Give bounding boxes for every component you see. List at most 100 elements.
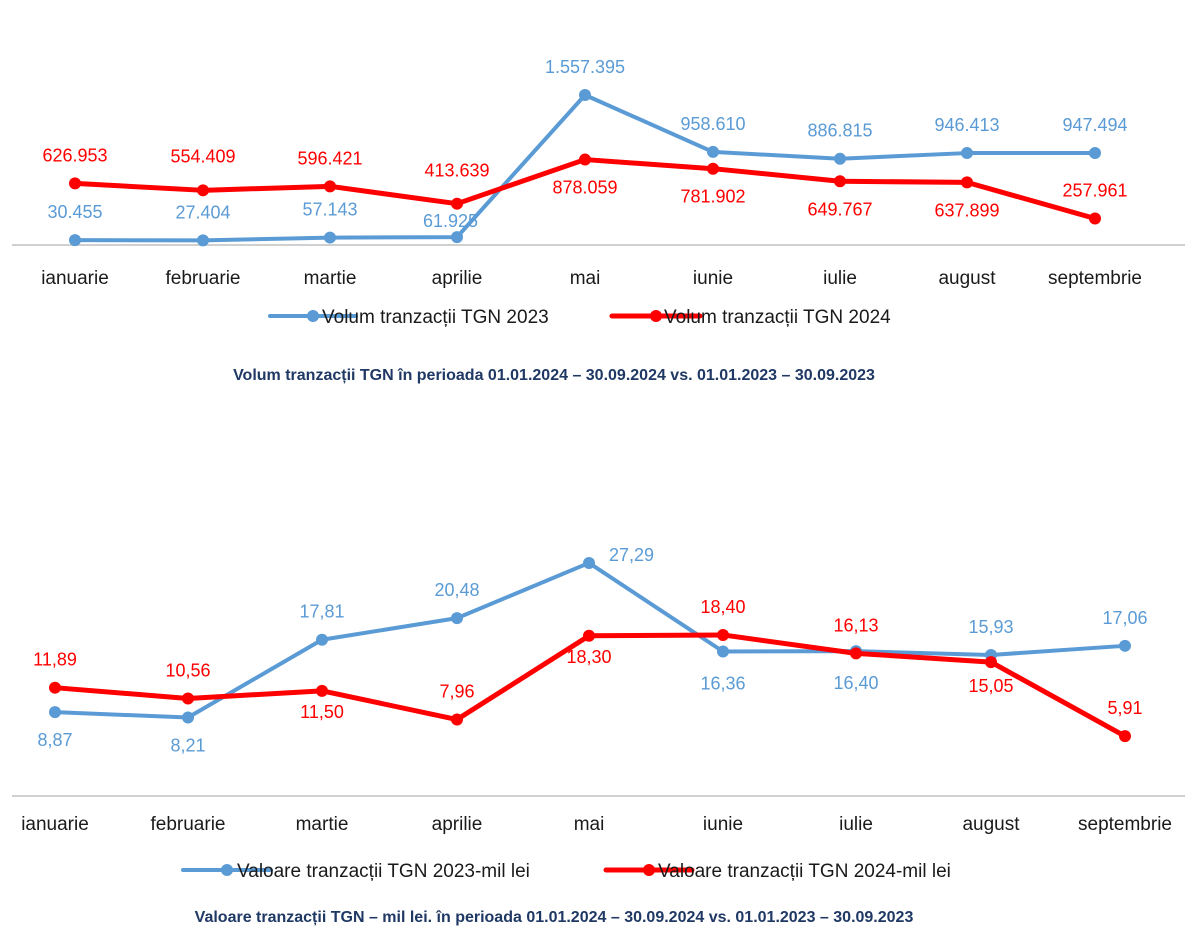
data-point xyxy=(583,629,595,642)
data-point xyxy=(961,176,973,189)
data-point xyxy=(834,152,846,165)
data-point xyxy=(1119,730,1131,743)
data-point xyxy=(197,234,209,247)
data-label: 30.455 xyxy=(47,202,102,222)
data-point xyxy=(1089,146,1101,159)
data-label: 16,13 xyxy=(833,615,878,635)
x-tick-label: martie xyxy=(296,814,349,835)
data-point xyxy=(1089,212,1101,225)
x-tick-label: august xyxy=(962,814,1020,835)
legend-swatch-marker xyxy=(650,310,662,322)
x-tick-label: septembrie xyxy=(1078,814,1172,835)
chart-caption: Valoare tranzacții TGN – mil lei. în per… xyxy=(195,909,914,926)
data-label: 947.494 xyxy=(1062,115,1127,135)
legend-swatch-marker xyxy=(221,864,233,876)
data-label: 1.557.395 xyxy=(545,57,625,77)
data-label: 946.413 xyxy=(934,115,999,135)
data-point xyxy=(579,89,591,101)
data-label: 27,29 xyxy=(609,545,654,565)
data-label: 10,56 xyxy=(165,660,210,680)
x-tick-label: mai xyxy=(574,814,605,835)
data-point xyxy=(834,175,846,188)
data-label: 27.404 xyxy=(175,202,230,222)
chart-2: ianuarie februarie martie aprilie mai iunie iu… xyxy=(12,545,1185,926)
chart-1: ianuarie februarie martie aprilie mai iunie iu… xyxy=(12,57,1185,384)
x-tick-label: ianuarie xyxy=(41,268,109,289)
data-point xyxy=(451,197,463,210)
data-point xyxy=(583,556,595,569)
data-point xyxy=(579,153,591,166)
x-tick-label: februarie xyxy=(166,268,241,289)
data-label: 554.409 xyxy=(170,146,235,166)
data-label: 15,93 xyxy=(968,617,1013,637)
legend-swatch-marker xyxy=(307,310,319,322)
data-label: 11,89 xyxy=(33,650,77,670)
x-tick-label: mai xyxy=(570,268,601,289)
data-point xyxy=(197,184,209,197)
data-label: 11,50 xyxy=(300,702,344,722)
legend-label: Valoare tranzacții TGN 2024-mil lei xyxy=(658,861,951,882)
data-point xyxy=(49,681,61,694)
data-point xyxy=(961,147,973,160)
x-tick-label: septembrie xyxy=(1048,268,1142,289)
data-label: 20,48 xyxy=(434,580,479,600)
data-point xyxy=(717,645,729,658)
data-point xyxy=(451,612,463,625)
x-tick-label: august xyxy=(938,268,996,289)
data-label: 18,40 xyxy=(700,597,745,617)
data-point xyxy=(69,177,81,190)
data-label: 16,40 xyxy=(833,673,878,693)
x-tick-label: aprilie xyxy=(432,268,483,289)
data-label: 781.902 xyxy=(680,187,745,207)
data-point xyxy=(707,145,719,158)
data-label: 17,81 xyxy=(299,602,344,622)
data-label: 61.925 xyxy=(423,211,478,231)
data-label: 17,06 xyxy=(1102,608,1147,628)
legend-label: Valoare tranzacții TGN 2023-mil lei xyxy=(237,861,530,882)
data-point xyxy=(707,162,719,175)
legend: Volum tranzacții TGN 2023 Volum tranzacți… xyxy=(268,307,891,328)
x-tick-label: aprilie xyxy=(432,814,483,835)
data-label: 18,30 xyxy=(566,647,611,667)
data-point xyxy=(316,633,328,646)
data-point xyxy=(324,180,336,193)
data-label: 596.421 xyxy=(297,148,362,168)
data-point xyxy=(182,711,194,724)
data-point xyxy=(324,231,336,244)
data-point xyxy=(451,231,463,244)
data-label: 7,96 xyxy=(439,682,474,702)
data-label: 878.059 xyxy=(552,178,617,198)
legend-label: Volum tranzacții TGN 2024 xyxy=(664,307,891,328)
x-tick-label: iunie xyxy=(693,268,733,289)
data-label: 15,05 xyxy=(968,676,1013,696)
data-point xyxy=(69,234,81,247)
x-tick-label: ianuarie xyxy=(21,814,89,835)
data-label: 626.953 xyxy=(42,145,107,165)
x-tick-label: martie xyxy=(304,268,357,289)
data-label: 649.767 xyxy=(807,199,872,219)
data-label: 5,91 xyxy=(1107,698,1142,718)
data-label: 57.143 xyxy=(302,200,357,220)
data-point xyxy=(1119,639,1131,652)
data-point xyxy=(850,647,862,660)
data-label: 886.815 xyxy=(807,121,872,141)
data-point xyxy=(182,692,194,705)
chart-caption: Volum tranzacții TGN în perioada 01.01.2… xyxy=(233,367,875,384)
x-tick-label: februarie xyxy=(151,814,226,835)
legend-swatch-marker xyxy=(643,864,655,876)
data-point xyxy=(717,628,729,641)
data-label: 8,21 xyxy=(170,735,205,755)
data-point xyxy=(985,656,997,669)
data-label: 8,87 xyxy=(37,730,72,750)
data-point xyxy=(49,706,61,719)
data-label: 413.639 xyxy=(424,161,489,181)
legend-label: Volum tranzacții TGN 2023 xyxy=(322,307,549,328)
data-label: 637.899 xyxy=(934,200,999,220)
data-label: 257.961 xyxy=(1062,180,1127,200)
x-tick-label: iulie xyxy=(823,268,857,289)
x-tick-label: iunie xyxy=(703,814,743,835)
data-point xyxy=(451,713,463,726)
x-tick-label: iulie xyxy=(839,814,873,835)
data-label: 16,36 xyxy=(700,673,745,693)
